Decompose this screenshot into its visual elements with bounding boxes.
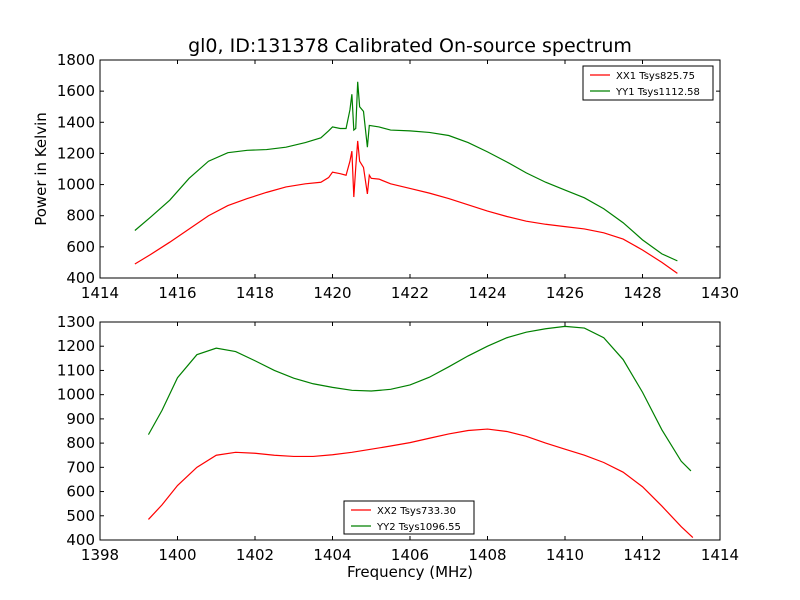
- y-tick-label: 600: [66, 483, 95, 501]
- y-tick-label: 400: [66, 269, 95, 287]
- x-tick-label: 1414: [701, 546, 739, 564]
- y-tick-label: 1400: [57, 113, 95, 131]
- y-tick-label: 1200: [57, 337, 95, 355]
- x-tick-label: 1410: [546, 546, 584, 564]
- y-tick-label: 1000: [57, 176, 95, 194]
- series-line-1-1: [134, 140, 678, 274]
- y-tick-label: 800: [66, 434, 95, 452]
- y-tick-label: 600: [66, 238, 95, 256]
- x-tick-label: 1414: [81, 284, 119, 302]
- x-tick-label: 1408: [468, 546, 506, 564]
- y-tick-label: 800: [66, 207, 95, 225]
- x-tick-label: 1402: [236, 546, 274, 564]
- x-tick-label: 1426: [546, 284, 584, 302]
- legend-label: XX2 Tsys733.30: [377, 506, 456, 517]
- y-tick-label: 700: [66, 458, 95, 476]
- legend-label: YY2 Tsys1096.55: [376, 522, 461, 533]
- chart-title: gl0, ID:131378 Calibrated On-source spec…: [188, 35, 632, 57]
- y-axis-label: Power in Kelvin: [32, 112, 50, 226]
- legend-label: XX1 Tsys825.75: [616, 71, 695, 82]
- y-tick-label: 1100: [57, 361, 95, 379]
- y-tick-label: 1600: [57, 82, 95, 100]
- chart-panel-2: 1398 1400 1402 1404 1406 1408 1410 1412 1414 400 5…: [57, 313, 739, 581]
- series-line-2-1: [148, 428, 694, 539]
- y-tick-label: 1000: [57, 386, 95, 404]
- x-tick-label: 1428: [623, 284, 661, 302]
- series-line-2-2: [147, 325, 692, 472]
- legend: XX1 Tsys825.75 YY1 Tsys1112.58: [582, 65, 714, 101]
- x-tick-label: 1400: [158, 546, 196, 564]
- y-tick-label: 1200: [57, 144, 95, 162]
- x-tick-label: 1416: [158, 284, 196, 302]
- x-tick-label: 1404: [313, 546, 351, 564]
- series-line-1-2: [134, 81, 678, 262]
- x-tick-label: 1430: [701, 284, 739, 302]
- y-tick-label: 1800: [57, 51, 95, 69]
- legend-box: [343, 500, 475, 535]
- x-tick-label: 1422: [391, 284, 429, 302]
- y-tick-label: 900: [66, 410, 95, 428]
- x-tick-label: 1412: [623, 546, 661, 564]
- x-axis-label: Frequency (MHz): [347, 563, 473, 581]
- x-tick-label: 1420: [313, 284, 351, 302]
- legend: XX2 Tsys733.30 YY2 Tsys1096.55: [343, 500, 475, 535]
- x-tick-label: 1406: [391, 546, 429, 564]
- y-tick-label: 1300: [57, 313, 95, 331]
- legend-box: [582, 65, 714, 101]
- y-tick-label: 400: [66, 531, 95, 549]
- x-tick-label: 1398: [81, 546, 119, 564]
- y-tick-label: 500: [66, 507, 95, 525]
- x-tick-label: 1418: [236, 284, 274, 302]
- chart-panel-1: 1414 1416 1418 1420 1422 1424 1426 1428 1430 400 6…: [32, 35, 739, 302]
- x-tick-label: 1424: [468, 284, 506, 302]
- legend-label: YY1 Tsys1112.58: [615, 87, 700, 98]
